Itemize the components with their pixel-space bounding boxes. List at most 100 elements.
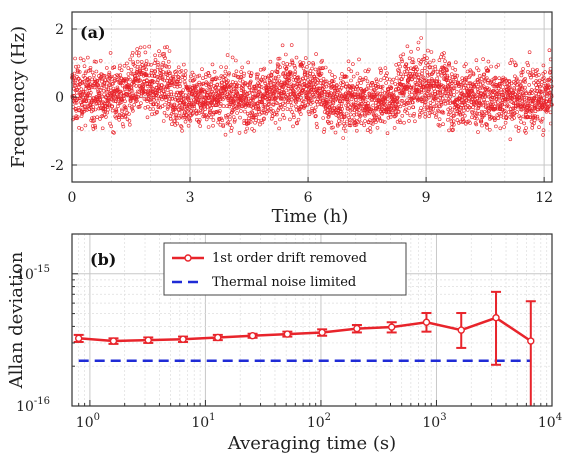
data-point	[400, 59, 405, 64]
data-point	[480, 123, 484, 128]
data-point	[398, 120, 403, 125]
data-point	[224, 114, 228, 118]
data-point	[120, 122, 125, 126]
data-point	[170, 96, 175, 101]
data-point	[141, 83, 146, 88]
data-point	[148, 107, 153, 111]
data-point	[192, 77, 197, 82]
data-point	[211, 123, 215, 128]
data-point	[482, 72, 487, 77]
data-point	[322, 127, 327, 131]
data-point	[363, 69, 368, 73]
data-point	[130, 50, 135, 55]
data-point	[409, 86, 414, 90]
data-point	[537, 125, 541, 129]
data-point	[173, 105, 178, 110]
data-point	[93, 107, 98, 112]
tick-label-exponent: 3	[440, 412, 446, 423]
data-point	[406, 79, 411, 83]
data-point	[120, 107, 124, 112]
data-point	[323, 90, 327, 94]
data-point	[239, 109, 243, 113]
data-point	[519, 73, 524, 78]
data-point	[268, 97, 272, 101]
data-point	[235, 111, 239, 115]
data-point	[311, 62, 316, 67]
data-point	[89, 91, 93, 95]
data-point	[91, 98, 96, 103]
data-point	[443, 73, 448, 78]
data-point	[170, 122, 174, 126]
data-point	[426, 108, 430, 112]
data-point	[366, 67, 371, 72]
data-point	[494, 65, 499, 69]
data-point	[541, 63, 546, 68]
data-point	[195, 82, 199, 87]
data-point	[356, 87, 360, 91]
data-point	[75, 115, 80, 119]
data-point	[329, 103, 334, 108]
data-point	[339, 86, 344, 90]
y-tick-label: 0	[55, 90, 64, 106]
data-point	[276, 56, 281, 61]
data-point	[241, 89, 246, 94]
data-point	[140, 63, 144, 67]
data-point	[432, 104, 437, 109]
data-point	[539, 90, 543, 95]
data-point	[464, 98, 469, 102]
data-point	[91, 108, 96, 112]
data-point	[297, 83, 301, 88]
data-point	[388, 115, 393, 119]
data-point	[149, 62, 153, 67]
data-point	[416, 40, 421, 45]
data-point	[291, 78, 296, 82]
data-point	[136, 76, 141, 80]
data-point	[389, 85, 394, 90]
data-point	[167, 49, 172, 53]
data-point	[234, 84, 239, 89]
x-axis-title-a: Time (h)	[272, 206, 349, 227]
data-point	[467, 105, 472, 110]
data-point	[217, 85, 221, 90]
data-point	[473, 116, 477, 120]
data-point	[294, 104, 298, 109]
data-point	[468, 94, 473, 99]
data-point	[312, 109, 317, 113]
data-point	[497, 95, 502, 99]
data-point	[486, 69, 491, 73]
data-point	[188, 78, 193, 83]
data-point	[494, 97, 499, 101]
data-point	[136, 95, 140, 99]
data-point	[179, 335, 187, 343]
data-point	[537, 73, 541, 77]
legend-box	[163, 242, 407, 296]
data-point	[502, 89, 507, 93]
data-point	[514, 97, 519, 102]
data-point	[359, 101, 364, 106]
data-point	[153, 69, 157, 74]
data-point	[362, 95, 366, 100]
data-point	[387, 323, 396, 331]
data-point	[182, 100, 186, 104]
data-point	[447, 110, 452, 115]
data-point	[269, 73, 274, 78]
data-point	[509, 57, 514, 62]
data-point	[183, 69, 188, 73]
data-point	[335, 123, 340, 128]
data-point	[122, 64, 127, 68]
data-point	[232, 119, 237, 124]
data-point	[369, 86, 373, 91]
data-point	[498, 126, 503, 131]
data-point	[453, 68, 458, 72]
data-point	[465, 108, 470, 112]
data-point	[515, 82, 519, 87]
data-point	[387, 77, 392, 82]
data-point	[247, 91, 251, 95]
data-point	[314, 121, 319, 126]
data-point	[179, 69, 184, 73]
data-point	[130, 89, 135, 93]
data-point	[129, 99, 133, 103]
data-point	[196, 98, 200, 102]
data-point	[293, 99, 298, 104]
data-point	[199, 106, 203, 110]
